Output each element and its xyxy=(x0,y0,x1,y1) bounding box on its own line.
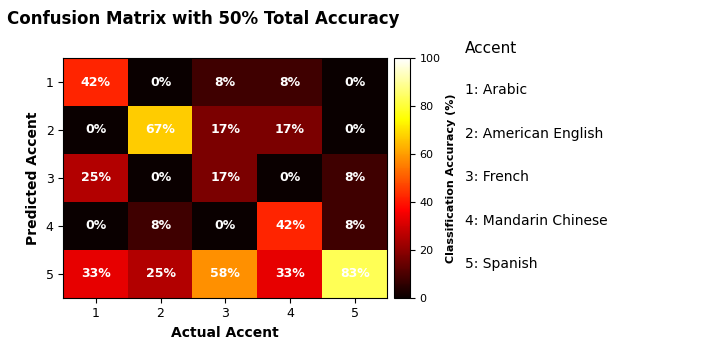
Text: 0%: 0% xyxy=(85,219,106,232)
Text: 4: Mandarin Chinese: 4: Mandarin Chinese xyxy=(465,214,607,228)
Text: 8%: 8% xyxy=(215,76,236,89)
Text: 8%: 8% xyxy=(279,76,301,89)
Text: 0%: 0% xyxy=(279,171,301,184)
Text: 17%: 17% xyxy=(275,123,305,136)
X-axis label: Actual Accent: Actual Accent xyxy=(171,326,279,340)
Text: 0%: 0% xyxy=(150,171,171,184)
Text: 33%: 33% xyxy=(275,267,305,280)
Text: 0%: 0% xyxy=(344,123,365,136)
Text: 1: Arabic: 1: Arabic xyxy=(465,83,527,97)
Text: 67%: 67% xyxy=(146,123,175,136)
Text: 42%: 42% xyxy=(275,219,305,232)
Text: Accent: Accent xyxy=(465,41,517,56)
Text: 2: American English: 2: American English xyxy=(465,127,603,141)
Text: 8%: 8% xyxy=(150,219,171,232)
Text: 33%: 33% xyxy=(81,267,111,280)
Text: Confusion Matrix with 50% Total Accuracy: Confusion Matrix with 50% Total Accuracy xyxy=(7,10,400,28)
Text: 5: Spanish: 5: Spanish xyxy=(465,257,537,271)
Text: 3: French: 3: French xyxy=(465,170,529,184)
Text: 25%: 25% xyxy=(146,267,175,280)
Text: 0%: 0% xyxy=(150,76,171,89)
Text: 0%: 0% xyxy=(215,219,236,232)
Text: 8%: 8% xyxy=(344,219,365,232)
Text: 58%: 58% xyxy=(210,267,240,280)
Text: 83%: 83% xyxy=(340,267,370,280)
Text: 0%: 0% xyxy=(344,76,365,89)
Text: 17%: 17% xyxy=(210,123,240,136)
Y-axis label: Classification Accuracy (%): Classification Accuracy (%) xyxy=(446,93,456,263)
Y-axis label: Predicted Accent: Predicted Accent xyxy=(26,111,40,245)
Text: 17%: 17% xyxy=(210,171,240,184)
Text: 8%: 8% xyxy=(344,171,365,184)
Text: 25%: 25% xyxy=(81,171,111,184)
Text: 42%: 42% xyxy=(81,76,111,89)
Text: 0%: 0% xyxy=(85,123,106,136)
